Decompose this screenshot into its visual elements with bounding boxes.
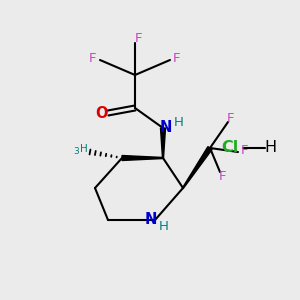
Text: O: O: [95, 106, 107, 121]
Text: F: F: [89, 52, 97, 65]
Text: F: F: [227, 112, 235, 124]
Text: N: N: [160, 119, 172, 134]
Text: H: H: [264, 140, 276, 155]
Text: F: F: [241, 145, 249, 158]
Polygon shape: [183, 147, 212, 188]
Text: N: N: [145, 212, 157, 227]
Text: F: F: [219, 169, 227, 182]
Text: H: H: [80, 144, 88, 154]
Polygon shape: [160, 128, 166, 158]
Text: H: H: [159, 220, 169, 232]
Text: F: F: [173, 52, 181, 65]
Text: 3: 3: [73, 146, 79, 155]
Text: F: F: [134, 32, 142, 44]
Polygon shape: [122, 155, 163, 160]
Text: Cl: Cl: [221, 140, 239, 155]
Text: H: H: [174, 116, 184, 128]
